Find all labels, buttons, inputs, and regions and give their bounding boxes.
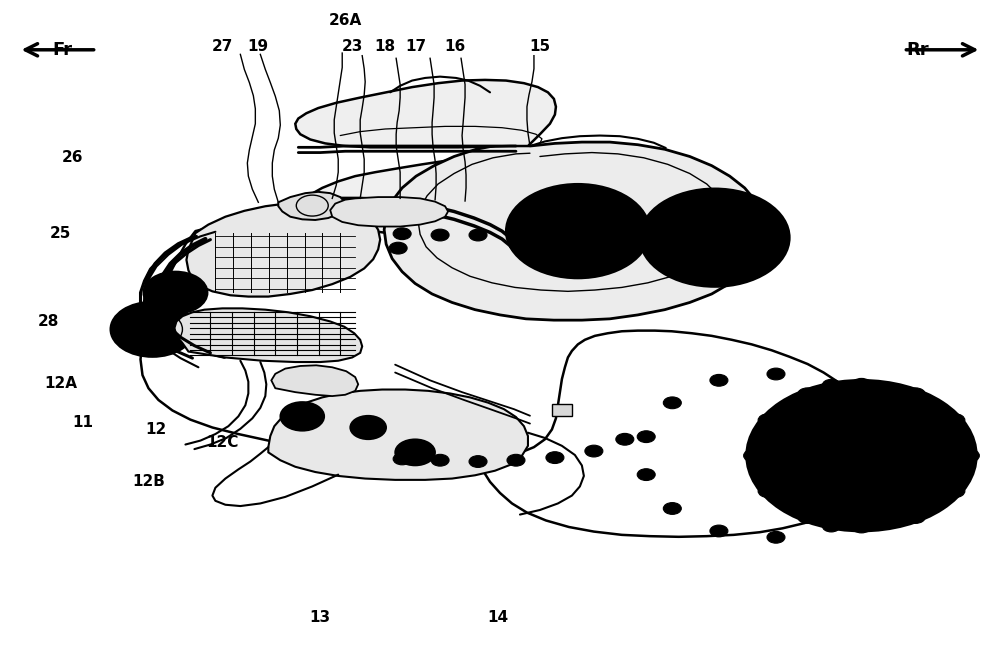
- Circle shape: [393, 453, 411, 465]
- Circle shape: [710, 525, 728, 537]
- Polygon shape: [295, 80, 556, 148]
- Circle shape: [565, 222, 591, 239]
- Text: 13: 13: [310, 610, 331, 625]
- Circle shape: [111, 302, 194, 357]
- Text: 12A: 12A: [44, 376, 77, 391]
- Circle shape: [762, 390, 961, 521]
- Circle shape: [758, 414, 778, 427]
- Circle shape: [659, 201, 771, 274]
- Text: 16: 16: [444, 39, 466, 54]
- Text: 14: 14: [487, 610, 509, 625]
- Circle shape: [431, 229, 449, 241]
- Circle shape: [590, 449, 598, 454]
- Circle shape: [546, 210, 610, 253]
- Circle shape: [798, 388, 818, 401]
- Text: 28: 28: [38, 314, 59, 329]
- Polygon shape: [271, 365, 358, 396]
- Circle shape: [546, 452, 564, 464]
- Circle shape: [663, 397, 681, 409]
- Circle shape: [710, 375, 728, 386]
- Circle shape: [585, 445, 603, 457]
- Text: Fr: Fr: [53, 41, 73, 59]
- Polygon shape: [195, 146, 642, 235]
- Circle shape: [394, 245, 402, 251]
- Circle shape: [290, 409, 314, 424]
- Polygon shape: [268, 390, 528, 480]
- Text: 25: 25: [50, 226, 71, 241]
- Circle shape: [640, 188, 790, 287]
- Circle shape: [905, 388, 925, 401]
- Circle shape: [822, 520, 840, 532]
- Text: 12B: 12B: [132, 474, 165, 489]
- Circle shape: [395, 440, 435, 466]
- Circle shape: [864, 406, 882, 417]
- Text: 11: 11: [72, 415, 93, 430]
- Text: Rr: Rr: [906, 41, 929, 59]
- Polygon shape: [278, 192, 345, 220]
- Text: 17: 17: [406, 39, 427, 54]
- Circle shape: [905, 510, 925, 523]
- Text: 19: 19: [248, 39, 269, 54]
- Text: 15: 15: [529, 39, 551, 54]
- Circle shape: [883, 441, 901, 453]
- Circle shape: [945, 414, 965, 427]
- Circle shape: [545, 227, 563, 239]
- Circle shape: [522, 194, 634, 268]
- Circle shape: [507, 455, 525, 466]
- Circle shape: [506, 184, 650, 278]
- Circle shape: [864, 494, 882, 506]
- Circle shape: [637, 431, 655, 443]
- Circle shape: [822, 379, 840, 391]
- Circle shape: [436, 232, 444, 237]
- Circle shape: [637, 469, 655, 480]
- Text: 18: 18: [375, 39, 396, 54]
- Circle shape: [959, 449, 979, 462]
- Text: 26: 26: [62, 150, 83, 165]
- Circle shape: [350, 416, 386, 440]
- Circle shape: [393, 228, 411, 239]
- Circle shape: [469, 229, 487, 241]
- Circle shape: [389, 242, 407, 254]
- Circle shape: [398, 457, 406, 462]
- Circle shape: [512, 231, 520, 236]
- Circle shape: [747, 380, 976, 531]
- Circle shape: [663, 502, 681, 514]
- Circle shape: [744, 449, 764, 462]
- Circle shape: [507, 228, 525, 239]
- Circle shape: [883, 458, 901, 470]
- Polygon shape: [330, 197, 448, 226]
- Circle shape: [616, 434, 634, 445]
- Circle shape: [358, 421, 378, 434]
- Text: 12: 12: [145, 422, 166, 437]
- Circle shape: [767, 531, 785, 543]
- Circle shape: [469, 456, 487, 468]
- Circle shape: [621, 437, 629, 442]
- Circle shape: [512, 458, 520, 463]
- Circle shape: [550, 230, 558, 236]
- Circle shape: [436, 458, 444, 463]
- Circle shape: [852, 520, 871, 533]
- Circle shape: [758, 484, 778, 497]
- Circle shape: [852, 379, 871, 392]
- Polygon shape: [174, 308, 362, 362]
- Circle shape: [280, 402, 324, 431]
- Polygon shape: [186, 202, 380, 297]
- Circle shape: [474, 232, 482, 237]
- Circle shape: [398, 231, 406, 236]
- Circle shape: [798, 510, 818, 523]
- Text: 23: 23: [342, 39, 363, 54]
- Text: 12C: 12C: [206, 435, 239, 450]
- Circle shape: [945, 484, 965, 497]
- Text: 26A: 26A: [329, 13, 362, 28]
- Text: 27: 27: [212, 39, 233, 54]
- Circle shape: [767, 368, 785, 380]
- Circle shape: [143, 272, 207, 314]
- Circle shape: [474, 459, 482, 464]
- Circle shape: [551, 455, 559, 461]
- Polygon shape: [384, 142, 764, 320]
- Circle shape: [404, 445, 426, 460]
- Polygon shape: [552, 404, 572, 416]
- Circle shape: [431, 455, 449, 466]
